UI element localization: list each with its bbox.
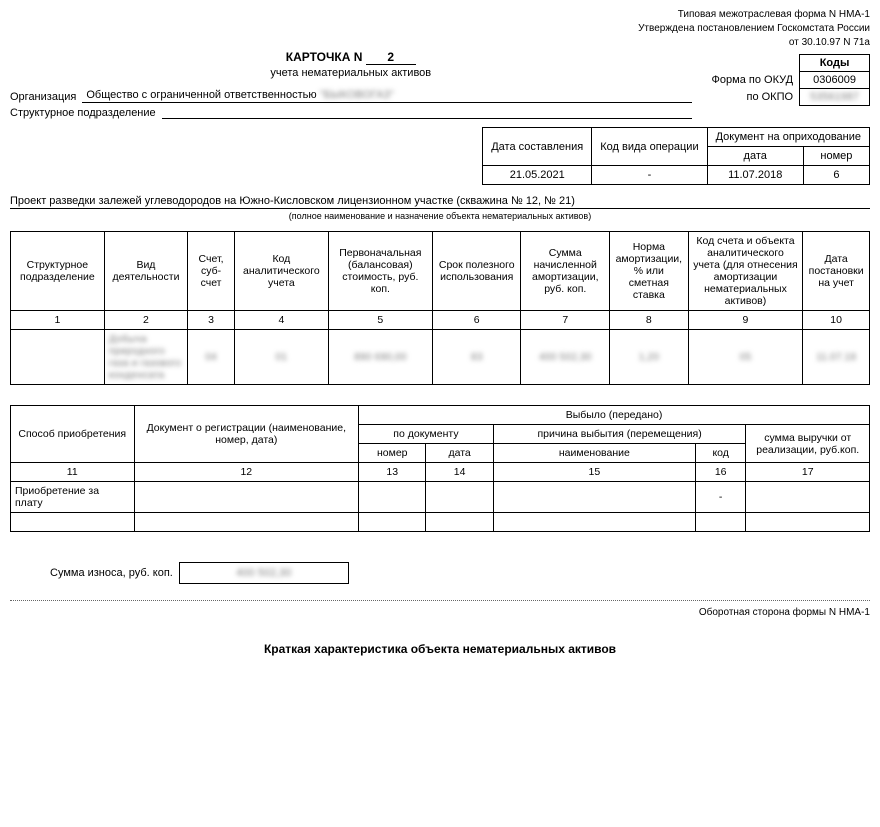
doc-num: 6 — [803, 166, 869, 185]
t2-h-date: дата — [426, 444, 493, 463]
org-field: Организация Общество с ограниченной отве… — [10, 89, 692, 103]
t2-numrow: 11121314151617 — [11, 463, 870, 482]
back-side-note: Оборотная сторона формы N НМА-1 — [10, 600, 870, 618]
t1-numrow: 12345678910 — [11, 311, 870, 330]
t2-datarow-1: Приобретение за плату - — [11, 482, 870, 513]
card-number: 2 — [366, 50, 416, 65]
t1-h5: Первоначальная (балансовая) стоимость, р… — [328, 232, 432, 311]
okpo-label: по ОКПО — [702, 89, 800, 106]
date-comp: 21.05.2021 — [483, 166, 592, 185]
doc-date-label: дата — [707, 147, 803, 166]
t1-h6: Срок полезного использования — [432, 232, 521, 311]
table-2: Способ приобретения Документ о регистрац… — [10, 405, 870, 532]
t1-h9: Код счета и объекта аналитического учета… — [688, 232, 803, 311]
org-label: Организация — [10, 91, 82, 103]
wear-value: 400 502,30 — [179, 562, 349, 584]
codes-box: Коды Форма по ОКУД0306009 по ОКПО5356198… — [702, 54, 870, 106]
characteristics-title: Краткая характеристика объекта нематериа… — [10, 642, 870, 656]
t2-h-code: код — [695, 444, 746, 463]
okud-label: Форма по ОКУД — [702, 72, 800, 89]
form-line-1: Типовая межотраслевая форма N НМА-1 — [10, 8, 870, 22]
t1-h8: Норма амортизации, % или сметная ставка — [610, 232, 689, 311]
unit-value — [162, 117, 692, 119]
form-line-3: от 30.10.97 N 71а — [10, 36, 870, 50]
op-code: - — [592, 166, 707, 185]
t1-h4: Код аналитического учета — [234, 232, 328, 311]
wear-row: Сумма износа, руб. коп. 400 502,30 — [50, 562, 870, 584]
t1-h1: Структурное подразделение — [11, 232, 105, 311]
unit-label: Структурное подразделение — [10, 107, 162, 119]
doc-date: 11.07.2018 — [707, 166, 803, 185]
card-title: КАРТОЧКА N 2 учета нематериальных активо… — [10, 50, 692, 79]
card-subtitle: учета нематериальных активов — [10, 67, 692, 79]
t2-h-method: Способ приобретения — [11, 406, 135, 463]
t2-h-reason: причина выбытия (перемещения) — [493, 425, 746, 444]
t2-h-regdoc: Документ о регистрации (наименование, но… — [134, 406, 359, 463]
okpo-value: 53561987 — [800, 89, 870, 106]
object-name-hint: (полное наименование и назначение объект… — [10, 211, 870, 221]
table-1: Структурное подразделение Вид деятельнос… — [10, 231, 870, 385]
t1-h2: Вид деятельности — [104, 232, 187, 311]
form-approval-block: Типовая межотраслевая форма N НМА-1 Утве… — [10, 8, 870, 50]
t1-h3: Счет, суб-счет — [188, 232, 235, 311]
t1-h10: Дата постановки на учет — [803, 232, 870, 311]
t2-h-name: наименование — [493, 444, 695, 463]
t2-h-revenue: сумма выручки от реализации, руб.коп. — [746, 425, 870, 463]
doc-receipt-label: Документ на оприходование — [707, 128, 869, 147]
t1-datarow: Добыча природного газа и газового конден… — [11, 330, 870, 385]
form-line-2: Утверждена постановлением Госкомстата Ро… — [10, 22, 870, 36]
org-value: Общество с ограниченной ответственностью… — [82, 89, 691, 103]
meta-table: Дата составления Код вида операции Докум… — [482, 127, 870, 185]
t2-h-bydoc: по документу — [359, 425, 494, 444]
op-code-label: Код вида операции — [592, 128, 707, 166]
okud-value: 0306009 — [800, 72, 870, 89]
doc-num-label: номер — [803, 147, 869, 166]
t2-h-num: номер — [359, 444, 426, 463]
t1-h7: Сумма начисленной амортизации, руб. коп. — [521, 232, 610, 311]
date-comp-label: Дата составления — [483, 128, 592, 166]
t2-datarow-2 — [11, 513, 870, 532]
unit-field: Структурное подразделение — [10, 107, 692, 119]
object-name: Проект разведки залежей углеводородов на… — [10, 195, 870, 209]
t2-h-left: Выбыло (передано) — [359, 406, 870, 425]
wear-label: Сумма износа, руб. коп. — [50, 567, 173, 579]
kody-header: Коды — [800, 55, 870, 72]
